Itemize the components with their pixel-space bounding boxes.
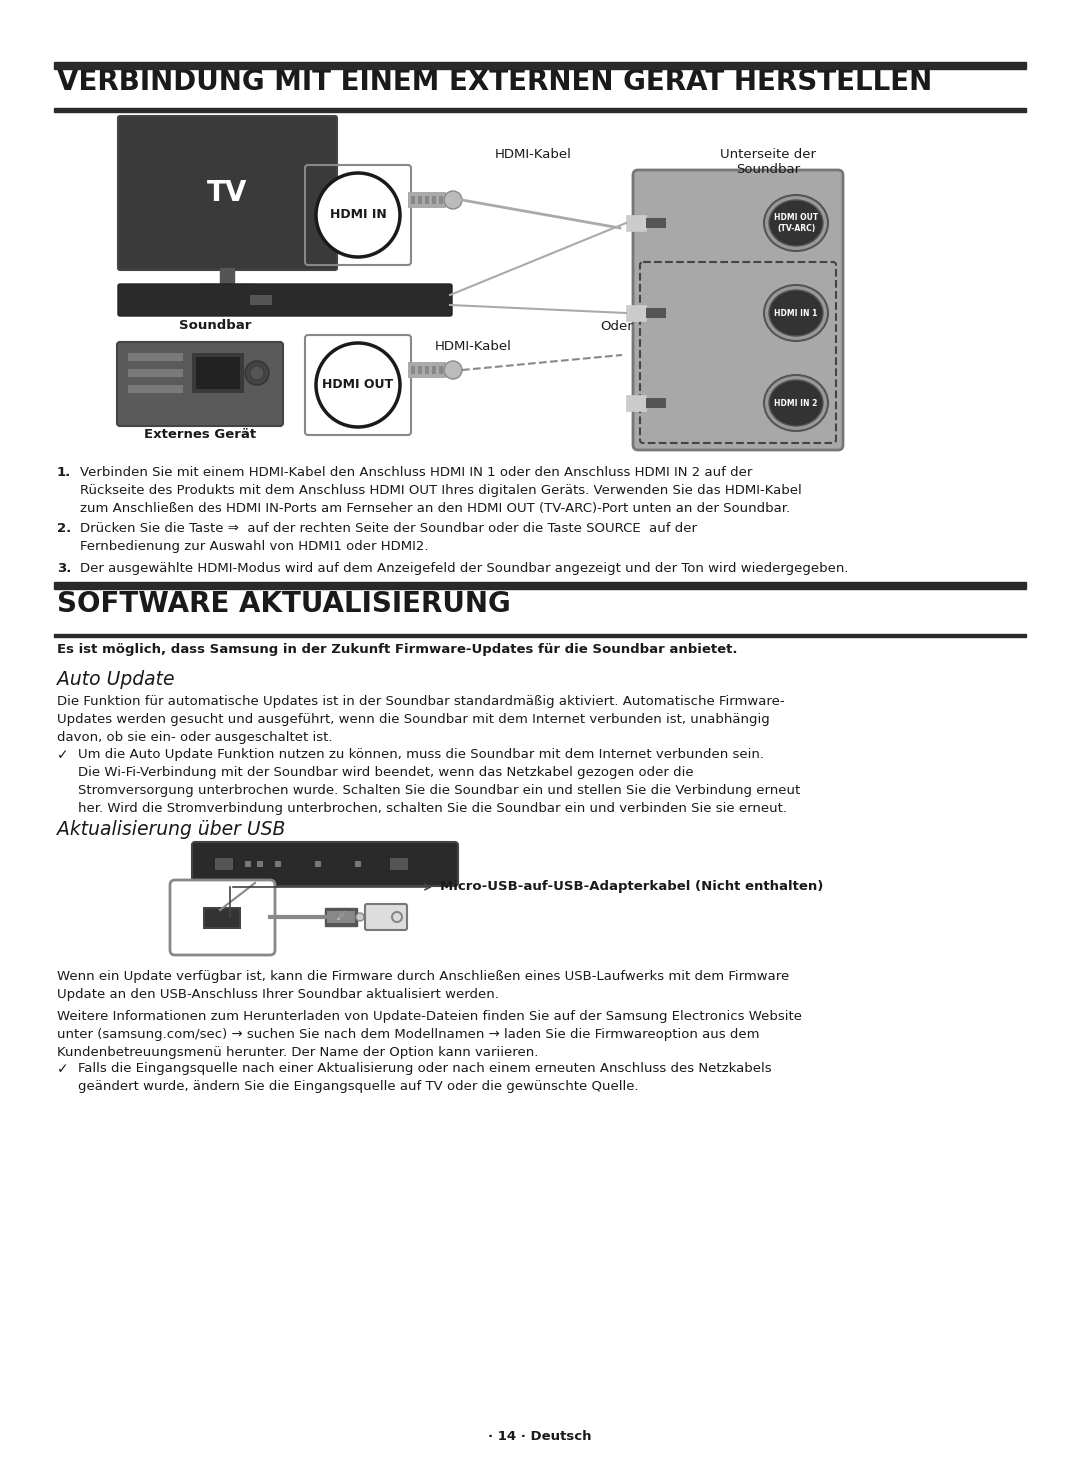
Text: Es ist möglich, dass Samsung in der Zukunft Firmware-Updates für die Soundbar an: Es ist möglich, dass Samsung in der Zuku… — [57, 643, 738, 657]
Ellipse shape — [764, 195, 828, 251]
FancyBboxPatch shape — [118, 284, 453, 317]
Bar — [129, 353, 183, 361]
Text: Unterseite der
Soundbar: Unterseite der Soundbar — [720, 148, 816, 176]
Text: HDMI IN 1: HDMI IN 1 — [774, 309, 818, 318]
Bar — [438, 197, 443, 204]
Bar — [411, 365, 415, 374]
Bar — [355, 861, 361, 867]
Bar — [129, 385, 183, 393]
Text: HDMI-Kabel: HDMI-Kabel — [435, 340, 512, 353]
FancyBboxPatch shape — [192, 842, 458, 886]
FancyBboxPatch shape — [365, 904, 407, 930]
Circle shape — [249, 365, 264, 380]
Bar — [325, 908, 357, 926]
Text: Micro-USB-auf-USB-Adapterkabel (Nicht enthalten): Micro-USB-auf-USB-Adapterkabel (Nicht en… — [440, 880, 823, 893]
FancyBboxPatch shape — [118, 115, 337, 271]
Text: VERBINDUNG MIT EINEM EXTERNEN GERÄT HERSTELLEN: VERBINDUNG MIT EINEM EXTERNEN GERÄT HERS… — [57, 68, 932, 96]
Text: Weitere Informationen zum Herunterladen von Update-Dateien finden Sie auf der Sa: Weitere Informationen zum Herunterladen … — [57, 1010, 802, 1059]
Circle shape — [245, 361, 269, 385]
Circle shape — [444, 361, 462, 379]
Bar — [418, 365, 422, 374]
Bar — [432, 197, 436, 204]
Text: Der ausgewählte HDMI-Modus wird auf dem Anzeigefeld der Soundbar angezeigt und d: Der ausgewählte HDMI-Modus wird auf dem … — [80, 562, 849, 575]
Bar — [203, 907, 241, 929]
Circle shape — [444, 191, 462, 209]
Bar — [54, 108, 1026, 112]
Bar — [626, 305, 646, 321]
Bar — [220, 268, 234, 284]
Text: Falls die Eingangsquelle nach einer Aktualisierung oder nach einem erneuten Ansc: Falls die Eingangsquelle nach einer Aktu… — [78, 1062, 771, 1093]
Ellipse shape — [769, 380, 823, 426]
Bar — [626, 395, 646, 411]
Bar — [432, 365, 436, 374]
Bar — [245, 861, 251, 867]
Text: Externes Gerät: Externes Gerät — [144, 427, 256, 441]
Bar — [205, 910, 239, 927]
Text: ✓: ✓ — [57, 748, 69, 762]
Bar — [54, 634, 1026, 637]
Bar — [249, 294, 272, 305]
Text: Wenn ein Update verfügbar ist, kann die Firmware durch Anschließen eines USB-Lau: Wenn ein Update verfügbar ist, kann die … — [57, 970, 789, 1001]
Text: Auto Update: Auto Update — [57, 670, 175, 689]
Bar — [390, 858, 408, 870]
Ellipse shape — [769, 200, 823, 246]
Text: Verbinden Sie mit einem HDMI-Kabel den Anschluss HDMI IN 1 oder den Anschluss HD: Verbinden Sie mit einem HDMI-Kabel den A… — [80, 466, 801, 515]
Text: 1.: 1. — [57, 466, 71, 479]
Text: HDMI OUT: HDMI OUT — [323, 379, 393, 392]
Bar — [646, 308, 666, 318]
Bar — [257, 861, 264, 867]
Bar — [215, 858, 233, 870]
Text: HDMI IN 2: HDMI IN 2 — [774, 398, 818, 408]
Bar — [192, 353, 244, 393]
Bar — [438, 365, 443, 374]
Bar — [646, 217, 666, 228]
Bar — [446, 365, 460, 376]
Circle shape — [316, 173, 400, 257]
FancyBboxPatch shape — [633, 170, 843, 450]
FancyBboxPatch shape — [170, 880, 275, 955]
Text: 3.: 3. — [57, 562, 71, 575]
Text: HDMI IN: HDMI IN — [329, 209, 387, 222]
Bar — [54, 583, 1026, 589]
Ellipse shape — [764, 285, 828, 342]
Ellipse shape — [764, 376, 828, 430]
Text: Oder: Oder — [600, 319, 633, 333]
FancyBboxPatch shape — [117, 342, 283, 426]
Bar — [327, 911, 355, 923]
Circle shape — [316, 343, 400, 427]
Bar — [315, 861, 321, 867]
Text: ✓: ✓ — [57, 1062, 69, 1077]
Text: HDMI-Kabel: HDMI-Kabel — [495, 148, 572, 161]
Bar — [426, 197, 429, 204]
Bar — [408, 362, 446, 379]
Bar — [446, 195, 460, 206]
Bar — [199, 284, 255, 288]
Bar — [275, 861, 281, 867]
Ellipse shape — [769, 290, 823, 336]
Text: ☄: ☄ — [337, 913, 346, 921]
Text: TV: TV — [207, 179, 247, 207]
Bar — [418, 197, 422, 204]
Text: Soundbar: Soundbar — [179, 319, 252, 331]
Text: Um die Auto Update Funktion nutzen zu können, muss die Soundbar mit dem Internet: Um die Auto Update Funktion nutzen zu kö… — [78, 748, 800, 815]
Text: Die Funktion für automatische Updates ist in der Soundbar standardmäßig aktivier: Die Funktion für automatische Updates is… — [57, 695, 785, 744]
Bar — [426, 365, 429, 374]
Circle shape — [356, 913, 364, 921]
Text: HDMI OUT
(TV-ARC): HDMI OUT (TV-ARC) — [774, 213, 819, 232]
Bar — [195, 356, 240, 389]
Text: · 14 · Deutsch: · 14 · Deutsch — [488, 1430, 592, 1444]
Bar — [626, 214, 646, 231]
Text: Aktualisierung über USB: Aktualisierung über USB — [57, 819, 285, 839]
Bar — [646, 398, 666, 408]
Bar — [411, 197, 415, 204]
Bar — [54, 62, 1026, 70]
Text: Drücken Sie die Taste ⇒  auf der rechten Seite der Soundbar oder die Taste SOURC: Drücken Sie die Taste ⇒ auf der rechten … — [80, 522, 697, 553]
Text: 2.: 2. — [57, 522, 71, 535]
Text: SOFTWARE AKTUALISIERUNG: SOFTWARE AKTUALISIERUNG — [57, 590, 511, 618]
Bar — [129, 368, 183, 377]
Bar — [408, 192, 446, 209]
